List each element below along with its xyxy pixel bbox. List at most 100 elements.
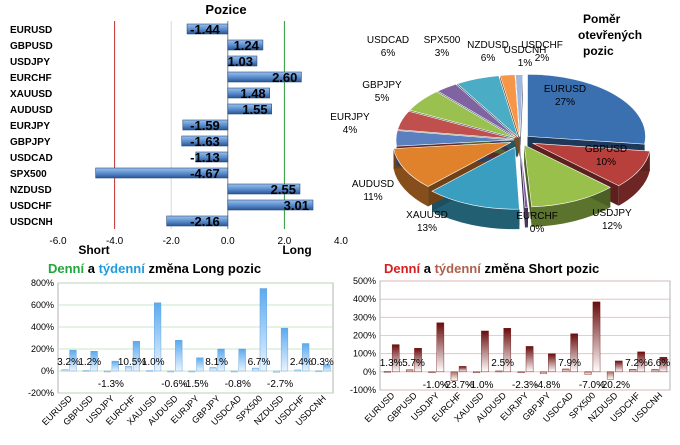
weekly-bar [280,327,289,372]
pie-chart: EURUSD 27% GBPUSD 10% USDJPY 12% EURCHF 0% XAUUS… [330,35,651,235]
short-change-chart: 500% 400% 300% 200% 100% 0% -100% 1.3% EURUSD 5.7… [350,276,671,425]
category-label: EURCHF [10,73,52,84]
weekly-bar [481,330,489,373]
value-label: 1.03 [228,54,253,69]
weekly-bar [323,364,331,372]
pie-slice-wall [498,75,518,157]
pie-value-label: 27% [555,97,575,108]
pie-slice-wall [520,145,528,228]
daily-bar [428,371,436,374]
category-label: NZDUSD [586,390,620,424]
x-tick-label: -2.0 [163,236,181,247]
category-label: USDCHF [273,393,307,427]
plot-area [379,280,671,391]
y-tick-label: 600% [31,300,54,310]
weekly-bar [132,341,141,372]
pie-slice-wall [432,147,515,212]
daily-bar [251,367,259,372]
weekly-bar [592,301,601,373]
data-label: -2.7% [267,379,293,390]
y-tick-label: 200% [353,331,376,341]
data-label: 1.0% [142,357,165,368]
value-label: 1.48 [240,86,265,101]
data-label: -0.8% [225,379,251,390]
value-label: 2.55 [271,182,296,197]
pie-title-line-2: otevřených [578,28,642,42]
daily-bar [188,370,196,373]
category-label: USDJPY [84,393,116,425]
weekly-bar [153,302,162,372]
daily-bar [61,369,69,372]
pie-slice-side [437,84,456,112]
value-label: -1.44 [190,22,220,37]
daily-bar [406,369,414,373]
pie-label: USDCNH [504,45,547,56]
x-tick-label: -4.0 [106,236,124,247]
y-tick-label: -100% [350,385,376,395]
pie-slice-wall [515,74,520,157]
daily-bar [562,368,570,373]
daily-bar [473,371,481,374]
pie-value-label: 5% [375,93,390,104]
pie-slice-wall [436,91,516,158]
pie-value-label: 3% [435,48,450,59]
pie-slice-side [397,111,409,150]
pie-title-line-3: pozic [583,44,614,58]
y-tick-label: 0% [41,366,54,376]
category-label: USDCAD [541,390,575,424]
value-label: -1.13 [190,150,220,165]
long-title-part-1: Denní [48,261,85,276]
category-label: USDCNH [630,390,664,424]
pie-label: USDJPY [592,208,632,219]
category-label: GBPUSD [61,393,95,427]
position-bar [227,55,258,67]
category-label: AUDUSD [474,390,508,424]
short-title-part-1: Denní [384,261,421,276]
pie-slice-wall [409,110,516,158]
long-change-chart: 800% 600% 400% 200% 0% -200% 3.2% EURUSD 1.2% GBP… [28,278,334,428]
positions-title: Pozice [205,2,246,17]
pie-value-label: 13% [417,223,437,234]
data-label: -1.0% [467,380,493,391]
category-label: USDCAD [209,393,243,427]
pie-label: EURUSD [544,84,586,95]
data-label: -1.3% [98,379,124,390]
category-label: USDCNH [10,217,53,228]
data-label: 6.6% [647,358,670,369]
data-label: -7.0% [579,380,605,391]
x-tick-label: 4.0 [334,236,348,247]
daily-bar [651,369,659,373]
category-label: USDCAD [10,153,53,164]
position-bar [95,167,229,179]
daily-bar [294,369,302,372]
data-label: 1.2% [78,357,101,368]
pie-slice [409,91,516,139]
data-label: -1.5% [182,379,208,390]
weekly-bar [175,340,183,372]
pie-slice-side [409,91,437,131]
pie-slice [523,144,611,208]
category-label: EURUSD [363,390,397,424]
daily-bar [450,371,458,381]
data-label: -20.2% [598,380,630,391]
data-label: 7.2% [625,358,648,369]
daily-bar [539,371,548,374]
pie-value-label: 2% [535,53,550,64]
pie-label: GBPJPY [362,80,402,91]
position-bar [166,215,229,227]
value-label: 3.01 [284,198,309,213]
pie-slice-side [432,191,520,230]
y-tick-label: 400% [353,294,376,304]
short-chart-title: Denní a týdenní změna Short pozic [384,261,599,276]
category-label: GBPJPY [521,390,553,422]
position-bar [182,119,229,131]
daily-bar [125,366,132,372]
position-bar [227,103,272,115]
y-tick-label: 400% [31,322,54,332]
pie-slice [393,142,512,187]
category-label: SPX500 [10,169,47,180]
pie-slice-side [500,74,515,96]
position-bar [227,71,302,83]
data-label: 2.4% [290,357,313,368]
